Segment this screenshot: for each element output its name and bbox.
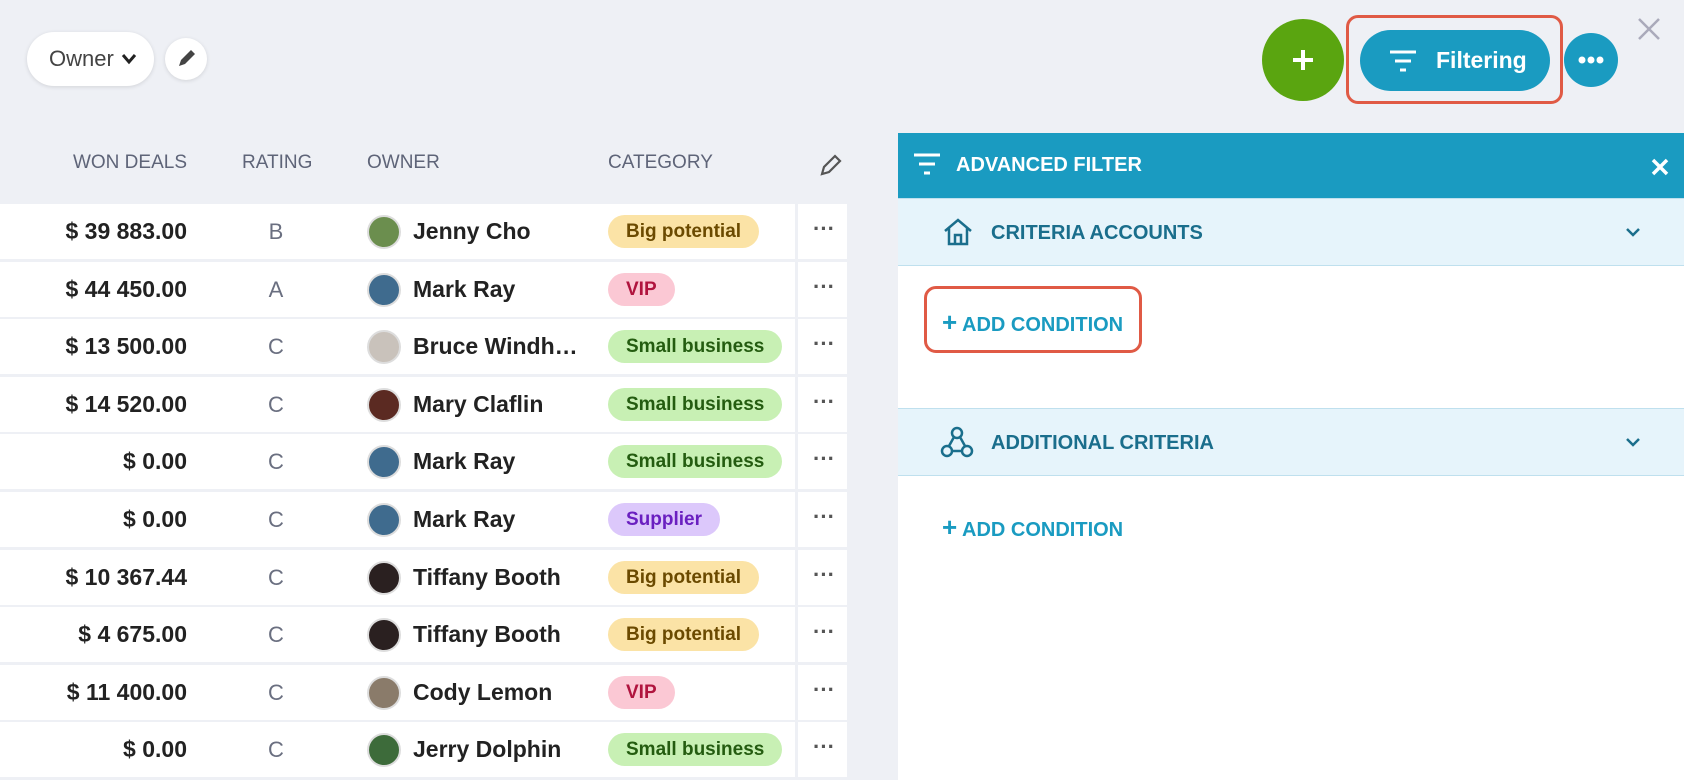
row-menu[interactable]: ··· bbox=[795, 319, 850, 375]
more-button[interactable] bbox=[1564, 33, 1618, 87]
avatar bbox=[367, 733, 401, 768]
view-label: Owner bbox=[49, 46, 114, 71]
won-deals: $ 0.00 bbox=[123, 506, 187, 532]
owner: Jenny Cho bbox=[413, 218, 531, 244]
category-tag: Small business bbox=[608, 445, 783, 479]
view-selector[interactable]: Owner bbox=[27, 32, 154, 86]
header: RATING bbox=[242, 152, 313, 173]
owner: Tiffany Booth bbox=[413, 621, 561, 648]
add-highlight bbox=[924, 286, 1142, 353]
panel-header: ADVANCED FILTER bbox=[898, 133, 1684, 198]
avatar bbox=[367, 215, 401, 249]
row-menu[interactable]: ··· bbox=[795, 664, 850, 720]
row-menu[interactable]: ··· bbox=[795, 261, 850, 317]
table-row: $ 4 675.00 C Tiffany Booth Big potential ··· bbox=[0, 607, 850, 663]
rating: C bbox=[268, 449, 284, 475]
panel-title: ADVANCED FILTER bbox=[956, 154, 1142, 176]
add-condition[interactable]: + ADD CONDITION bbox=[942, 512, 1124, 542]
won-deals: $ 11 400.00 bbox=[66, 678, 187, 705]
row-menu[interactable]: ··· bbox=[795, 722, 850, 778]
won-deals: $ 0.00 bbox=[123, 448, 187, 475]
avatar bbox=[367, 503, 401, 537]
owner: Mark Ray bbox=[413, 448, 516, 475]
section-title: ADDITIONAL CRITERIA bbox=[991, 432, 1214, 454]
category-tag: Small business bbox=[608, 387, 783, 421]
row-menu[interactable]: ··· bbox=[795, 607, 850, 663]
edit-view[interactable] bbox=[165, 38, 207, 80]
rating: C bbox=[268, 391, 284, 417]
table-row: $ 13 500.00 C Bruce Windh… Small business ··… bbox=[0, 319, 850, 375]
add-button[interactable] bbox=[1262, 19, 1344, 101]
won-deals: $ 44 450.00 bbox=[65, 275, 187, 302]
rating: C bbox=[268, 334, 284, 360]
add-label: ADD CONDITION bbox=[962, 519, 1124, 541]
header: CATEGORY bbox=[608, 152, 713, 173]
rating: B bbox=[268, 219, 284, 244]
row-menu[interactable]: ··· bbox=[795, 204, 850, 259]
rating: C bbox=[268, 622, 284, 648]
won-deals: $ 4 675.00 bbox=[78, 621, 187, 648]
avatar bbox=[367, 618, 401, 653]
category-tag: Big potential bbox=[608, 618, 760, 652]
avatar bbox=[367, 272, 401, 307]
add-label: ADD CONDITION bbox=[962, 314, 1124, 336]
row-menu[interactable]: ··· bbox=[795, 376, 850, 432]
category-tag: Big potential bbox=[608, 215, 760, 248]
header: WON DEALS bbox=[72, 152, 187, 173]
owner: Mark Ray bbox=[413, 506, 516, 532]
won-deals: $ 14 520.00 bbox=[65, 390, 187, 417]
filter-label: Filtering bbox=[1436, 47, 1527, 73]
close[interactable] bbox=[1637, 17, 1661, 41]
rating: C bbox=[268, 507, 284, 532]
table-row: $ 10 367.44 C Tiffany Booth Big potential ··… bbox=[0, 549, 850, 605]
owner: Mary Claflin bbox=[413, 390, 544, 417]
filter-highlight bbox=[1346, 15, 1563, 104]
header: OWNER bbox=[367, 152, 440, 173]
section-header[interactable]: ADDITIONAL CRITERIA bbox=[898, 408, 1684, 476]
rating: C bbox=[268, 737, 284, 763]
row-menu[interactable]: ··· bbox=[795, 549, 850, 605]
chevron bbox=[121, 54, 137, 65]
category-tag: Small business bbox=[608, 733, 783, 767]
row-menu[interactable]: ··· bbox=[795, 492, 850, 547]
won-deals: $ 10 367.44 bbox=[65, 563, 187, 590]
category-tag: Small business bbox=[608, 330, 783, 364]
rating: C bbox=[268, 564, 284, 590]
owner: Jerry Dolphin bbox=[413, 736, 562, 763]
table-row: $ 11 400.00 C Cody Lemon VIP ··· bbox=[0, 664, 850, 720]
table-row: $ 0.00 C Mark Ray Small business ··· bbox=[0, 434, 850, 490]
category-tag: VIP bbox=[608, 675, 675, 709]
won-deals: $ 13 500.00 bbox=[65, 333, 187, 360]
category-tag: VIP bbox=[608, 272, 675, 306]
filter-button[interactable]: Filtering bbox=[1360, 30, 1550, 91]
table-row: $ 0.00 C Jerry Dolphin Small business ··· bbox=[0, 722, 850, 778]
rating: A bbox=[268, 276, 284, 302]
edit-columns[interactable] bbox=[816, 150, 846, 180]
owner: Mark Ray bbox=[413, 275, 516, 302]
avatar bbox=[367, 387, 401, 422]
owner: Bruce Windh… bbox=[413, 333, 578, 360]
owner: Cody Lemon bbox=[413, 678, 553, 705]
avatar bbox=[367, 330, 401, 365]
won-deals: $ 39 883.00 bbox=[65, 218, 187, 244]
category-tag: Big potential bbox=[608, 560, 760, 594]
row-menu[interactable]: ··· bbox=[795, 434, 850, 490]
won-deals: $ 0.00 bbox=[123, 736, 187, 763]
table-row: $ 14 520.00 C Mary Claflin Small business ··… bbox=[0, 376, 850, 432]
section-header[interactable]: CRITERIA ACCOUNTS bbox=[898, 198, 1684, 266]
section-title: CRITERIA ACCOUNTS bbox=[991, 222, 1203, 244]
table-row: $ 39 883.00 B Jenny Cho Big potential ··· bbox=[0, 204, 847, 259]
table-row: $ 0.00 C Mark Ray Supplier ··· bbox=[0, 492, 847, 547]
category-tag: Supplier bbox=[608, 503, 721, 536]
avatar bbox=[367, 560, 401, 595]
table-row: $ 44 450.00 A Mark Ray VIP ··· bbox=[0, 261, 850, 317]
rating: C bbox=[268, 679, 284, 705]
owner: Tiffany Booth bbox=[413, 563, 561, 590]
avatar bbox=[367, 675, 401, 710]
avatar bbox=[367, 445, 401, 480]
add-condition[interactable]: + ADD CONDITION bbox=[942, 307, 1124, 337]
